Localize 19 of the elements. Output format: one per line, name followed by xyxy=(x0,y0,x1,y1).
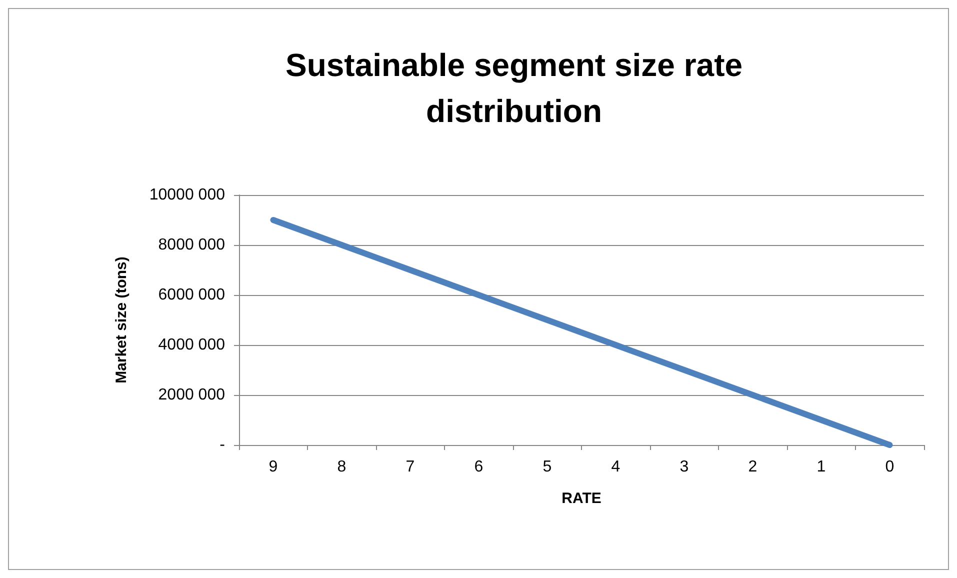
x-tick-label: 6 xyxy=(474,458,484,476)
y-tick-label: 8000 000 xyxy=(158,236,226,254)
x-tick-label: 5 xyxy=(542,458,552,476)
x-tick-label: 0 xyxy=(885,458,894,476)
x-tick-label: 1 xyxy=(816,458,826,476)
x-tick-label: 7 xyxy=(406,458,415,476)
x-axis-title: RATE xyxy=(562,490,602,507)
y-axis-title: Market size (tons) xyxy=(113,256,130,384)
chart-title: Sustainable segment size rate distribution xyxy=(285,47,743,129)
x-tick-label: 4 xyxy=(611,458,620,476)
y-tick-label: 6000 000 xyxy=(158,286,226,304)
y-tick-label: 10000 000 xyxy=(149,186,226,204)
y-tick-label: - xyxy=(220,436,225,454)
x-tick-label: 3 xyxy=(680,458,689,476)
y-tick-label: 2000 000 xyxy=(158,386,226,404)
x-tick-label: 2 xyxy=(748,458,758,476)
x-tick-label: 8 xyxy=(337,458,346,476)
y-tick-label: 4000 000 xyxy=(158,336,226,354)
x-tick-label: 9 xyxy=(268,458,278,476)
